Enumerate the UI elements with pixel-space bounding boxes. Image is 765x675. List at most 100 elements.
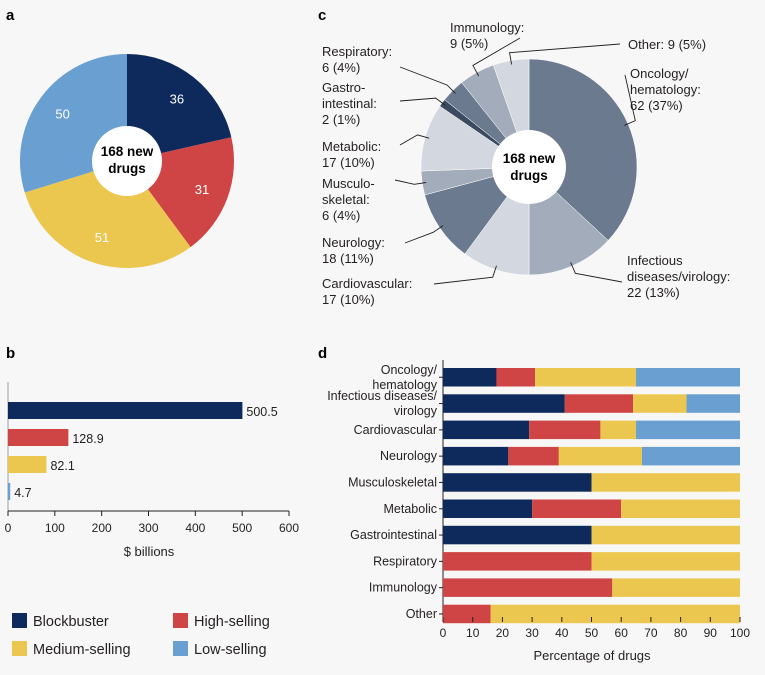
panel-label-b: b: [6, 345, 15, 362]
pie-c-slice-label: Respiratory:: [322, 44, 392, 59]
bar-d-segment-medium: [591, 473, 740, 492]
pie-c-leader-line: [399, 97, 446, 106]
bar-d-category-label: Cardiovascular: [354, 423, 437, 437]
pie-c-leader-line: [394, 179, 427, 185]
bar-d-segment-blockbuster: [443, 525, 592, 545]
pie-c-slice-label: 9 (5%): [450, 36, 488, 51]
pie-c-slice-label: Metabolic:: [322, 139, 381, 154]
pie-c-slice-label: 22 (13%): [627, 285, 680, 300]
pie-c-slice-label: diseases/virology:: [627, 269, 730, 284]
legend-label-medium: Medium-selling: [33, 642, 131, 658]
pie-chart-c: 168 new drugs Oncology/hematology:62 (37%)…: [322, 20, 730, 307]
bar-d-segment-high: [529, 420, 601, 440]
bar-b-bar-medium: [8, 456, 47, 473]
bar-d-segment-blockbuster: [443, 394, 565, 413]
bar-d-tick-label: 60: [615, 626, 629, 640]
pie-c-slice-label: Infectious: [627, 253, 683, 268]
pie-c-slice-label: 62 (37%): [630, 98, 683, 113]
bar-d-segment-blockbuster: [443, 368, 497, 387]
pie-c-slice-label: Oncology/: [630, 66, 689, 81]
panel-label-a: a: [6, 7, 15, 24]
bar-d-segment-high: [443, 578, 613, 597]
pie-a-value-label: 36: [170, 91, 184, 106]
bar-b-tick-label: 500: [232, 521, 252, 535]
legend-swatch-low: [173, 641, 188, 656]
bar-b-tick-label: 100: [45, 521, 65, 535]
bar-chart-b: 500.5 128.9 82.1 4.7 0 100 200 300 400 500 600 $ bi…: [5, 382, 299, 559]
pie-c-slice-label: Neurology:: [322, 235, 385, 250]
pie-c-leader-line: [570, 262, 623, 283]
bar-d-x-axis-label: Percentage of drugs: [533, 648, 651, 663]
bar-b-value-label: 128.9: [72, 432, 103, 446]
bar-d-tick-label: 70: [644, 626, 658, 640]
bar-d-segment-blockbuster: [443, 420, 530, 440]
bar-d-category-label: Oncology/: [381, 363, 438, 377]
pie-a-value-label: 51: [95, 230, 109, 245]
pie-c-leader-line: [399, 66, 456, 94]
bar-d-category-label: Immunology: [369, 581, 438, 595]
bar-b-tick-label: 200: [92, 521, 112, 535]
bar-d-segment-blockbuster: [443, 473, 592, 492]
bar-d-segment-medium: [600, 420, 637, 440]
pie-c-slice-label: Gastro-: [322, 80, 365, 95]
bar-d-category-label: Respiratory: [373, 554, 438, 568]
bar-d-segment-medium: [535, 368, 637, 387]
legend: Blockbuster High-selling Medium-selling Low…: [12, 613, 270, 658]
bar-d-segment-medium: [612, 578, 740, 597]
legend-label-blockbuster: Blockbuster: [33, 614, 109, 630]
bar-b-bar-high: [8, 429, 69, 446]
bar-d-segment-blockbuster: [443, 446, 509, 466]
bar-d-segment-blockbuster: [443, 499, 533, 518]
pie-c-slice-label: skeletal:: [322, 192, 370, 207]
pie-c-slice-label: Cardiovascular:: [322, 276, 412, 291]
bar-b-tick-label: 400: [185, 521, 205, 535]
pie-c-slice-label: Other: 9 (5%): [628, 37, 706, 52]
pie-c-leader-line: [509, 43, 621, 65]
legend-label-high: High-selling: [194, 614, 270, 630]
pie-a-center: [92, 126, 162, 196]
bar-d-segment-high: [532, 499, 622, 518]
pie-c-slice-label: hematology:: [630, 82, 701, 97]
bar-b-tick-label: 600: [279, 521, 299, 535]
bar-d-category-label: virology: [394, 404, 438, 418]
panel-label-c: c: [318, 7, 326, 24]
bar-d-segment-medium: [558, 446, 642, 466]
panel-label-d: d: [318, 345, 327, 362]
bar-d-segment-low: [636, 368, 740, 387]
pie-c-center-label: 168 new: [503, 151, 556, 166]
pie-c-slice-label: 2 (1%): [322, 112, 360, 127]
bar-b-bar-blockbuster: [8, 402, 243, 419]
bar-d-segment-low: [641, 446, 740, 466]
pie-c-slice-label: Immunology:: [450, 20, 524, 35]
legend-swatch-high: [173, 613, 188, 628]
bar-d-segment-low: [686, 394, 740, 413]
bar-d-tick-label: 0: [440, 626, 447, 640]
pie-c-center-label: drugs: [510, 168, 548, 183]
legend-swatch-medium: [12, 641, 27, 656]
pie-a-slice-medium: [24, 161, 191, 268]
bar-d-category-label: Neurology: [380, 449, 438, 463]
bar-d-segment-medium: [490, 604, 740, 624]
bar-d-tick-label: 80: [674, 626, 688, 640]
bar-d-category-label: Gastrointestinal: [350, 528, 437, 542]
pie-c-slice: [528, 58, 638, 241]
bar-d-category-label: Musculoskeletal: [348, 475, 437, 489]
pie-c-center: [492, 130, 566, 204]
bar-d-category-label: Infectious diseases/: [327, 389, 437, 403]
pie-c-leader-line: [433, 265, 497, 285]
bar-d-segment-medium: [591, 552, 740, 571]
bar-d-segment-high: [564, 394, 634, 413]
pie-c-slice-label: 17 (10%): [322, 292, 375, 307]
bar-d-tick-label: 100: [730, 626, 750, 640]
bar-d-segment-high: [443, 552, 592, 571]
pie-c-leader-line: [399, 134, 430, 146]
bar-d-tick-label: 50: [585, 626, 599, 640]
bar-d-tick-label: 40: [555, 626, 569, 640]
legend-label-low: Low-selling: [194, 642, 267, 658]
pie-a-center-label: 168 new: [101, 144, 154, 159]
bar-d-segment-medium: [591, 525, 740, 545]
bar-b-x-axis-label: $ billions: [124, 544, 175, 559]
bar-b-tick-label: 0: [5, 521, 12, 535]
